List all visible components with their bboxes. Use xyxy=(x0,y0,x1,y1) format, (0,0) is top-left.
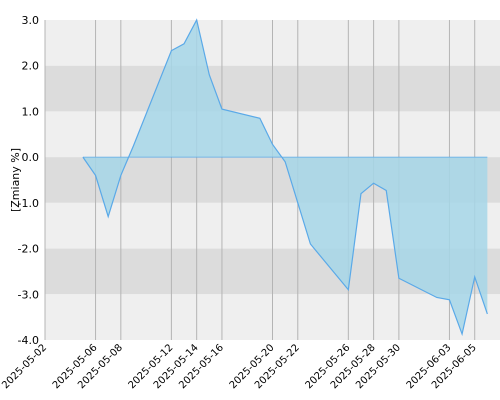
y-tick-label: -1.0 xyxy=(18,197,39,210)
y-tick-label: -2.0 xyxy=(18,243,39,256)
y-axis-label: [Zmiany %] xyxy=(9,148,22,212)
y-tick-label: 2.0 xyxy=(22,60,40,73)
y-tick-label: 0.0 xyxy=(22,151,40,164)
data-points xyxy=(82,156,488,158)
y-tick-label: 1.0 xyxy=(22,105,40,118)
y-axis-ticks: 3.0 2.0 1.0 0.0 -1.0 -2.0 -3.0 -4.0 xyxy=(18,14,39,347)
series-line xyxy=(82,18,488,337)
y-tick-label: -3.0 xyxy=(18,288,39,301)
y-tick-label: -4.0 xyxy=(18,334,39,347)
x-tick-label: 2025-05-02 xyxy=(0,342,49,391)
y-tick-label: 3.0 xyxy=(22,14,40,27)
series-area-fill xyxy=(82,20,488,335)
